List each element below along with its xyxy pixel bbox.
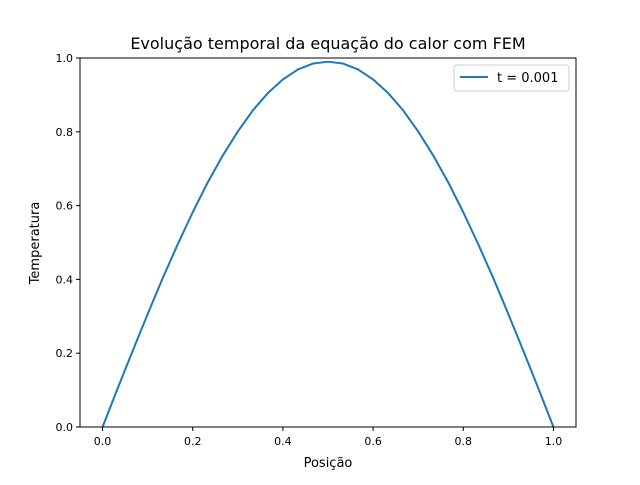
y-tick-label: 1.0 [56,52,74,65]
x-tick-label: 0.2 [184,435,202,448]
x-tick-label: 0.6 [364,435,382,448]
y-tick-label: 0.2 [56,347,74,360]
axes-frame [79,57,577,428]
y-tick-label: 0.8 [56,126,74,139]
legend: t = 0.001 [453,64,570,92]
x-axis-label: Posição [304,456,353,471]
y-tick-label: 0.4 [56,273,74,286]
chart-title: Evolução temporal da equação do calor co… [130,34,525,53]
x-tick-label: 0.0 [94,435,112,448]
y-axis-label: Temperatura [28,202,43,286]
plot-area [101,60,555,428]
x-tick-label: 0.8 [455,435,473,448]
x-tick-label: 0.4 [274,435,292,448]
x-tick-label: 1.0 [545,435,563,448]
y-tick-label: 0.6 [56,200,74,213]
legend-label: t = 0.001 [497,71,558,86]
series-line [101,60,555,428]
y-tick-label: 0.0 [56,421,74,434]
x-axis: 0.0 0.2 0.4 0.6 0.8 1.0 [94,427,562,448]
legend-box [453,64,570,92]
y-axis: 0.0 0.2 0.4 0.6 0.8 1.0 [56,52,80,434]
